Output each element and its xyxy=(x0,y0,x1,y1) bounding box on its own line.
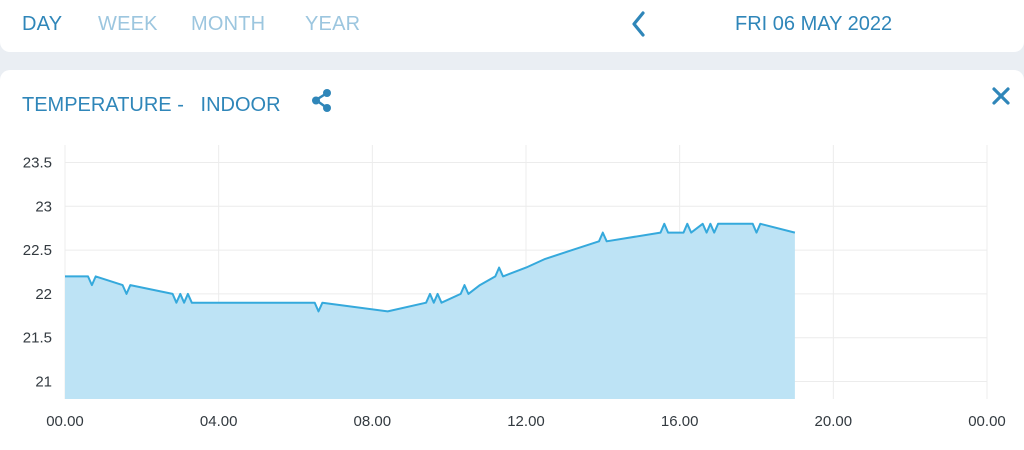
close-icon xyxy=(992,87,1010,105)
share-button[interactable] xyxy=(310,88,334,114)
current-date: FRI 06 MAY 2022 xyxy=(735,13,893,35)
x-tick-label: 12.00 xyxy=(507,413,545,430)
y-tick-label: 23 xyxy=(35,198,52,215)
temperature-area xyxy=(65,223,795,399)
card-title-location: INDOOR xyxy=(200,94,281,116)
card-title: TEMPERATURE - INDOOR xyxy=(22,94,281,117)
x-tick-label: 16.00 xyxy=(661,413,699,430)
tab-year[interactable]: YEAR xyxy=(305,13,361,35)
tab-week[interactable]: WEEK xyxy=(98,13,158,35)
x-tick-label: 04.00 xyxy=(200,413,238,430)
chevron-left-icon xyxy=(632,11,645,37)
share-icon xyxy=(312,89,331,112)
x-tick-label: 08.00 xyxy=(354,413,392,430)
x-tick-label: 20.00 xyxy=(815,413,853,430)
y-tick-label: 23.5 xyxy=(23,155,52,172)
previous-date-button[interactable] xyxy=(626,9,654,39)
temperature-line xyxy=(65,222,796,313)
y-tick-label: 21 xyxy=(35,373,52,390)
card-title-prefix: TEMPERATURE - xyxy=(22,94,184,116)
period-selector-bar: DAY WEEK MONTH YEAR FRI 06 MAY 2022 xyxy=(0,0,1024,52)
close-button[interactable] xyxy=(989,84,1013,108)
y-tick-label: 21.5 xyxy=(23,330,52,347)
tab-day[interactable]: DAY xyxy=(22,13,63,35)
y-tick-label: 22.5 xyxy=(23,242,52,259)
x-tick-label: 00.00 xyxy=(968,413,1006,430)
temperature-chart: 21 21.5 22 22.5 23 23.5 00.00 04.00 08.00 12.00 1… xyxy=(23,145,1006,430)
x-tick-label: 00.00 xyxy=(46,413,84,430)
x-axis-ticks: 00.00 04.00 08.00 12.00 16.00 20.00 00.00 xyxy=(46,413,1006,430)
tab-month[interactable]: MONTH xyxy=(191,13,266,35)
y-tick-label: 22 xyxy=(35,286,52,303)
y-axis-ticks: 21 21.5 22 22.5 23 23.5 xyxy=(23,155,52,391)
